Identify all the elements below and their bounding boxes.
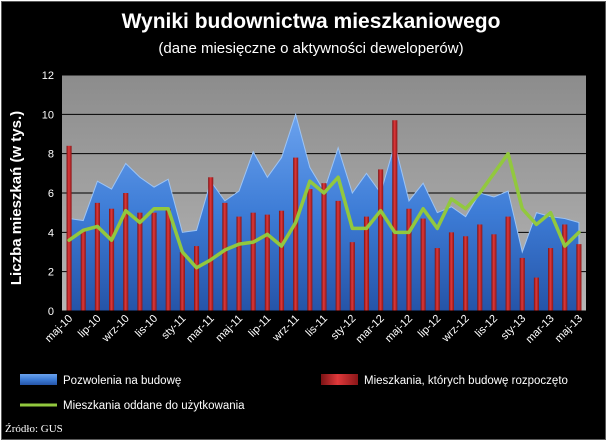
bar-sty-11	[179, 252, 185, 311]
bar-gru-12	[505, 216, 511, 311]
bar-wrz-11	[293, 157, 299, 311]
bar-series-rozpoczete	[66, 120, 582, 311]
x-tick-label-maj-13: maj-13	[553, 313, 585, 345]
bar-maj-11	[236, 216, 242, 311]
bar-kwi-11	[222, 202, 228, 311]
bar-mar-12	[378, 169, 384, 311]
bar-kwi-13	[562, 224, 568, 311]
chart-title: Wyniki budownictwa mieszkaniowego	[122, 10, 501, 33]
y-tick-label-2: 4	[48, 227, 54, 239]
legend-label-bar: Mieszkania, których budowę rozpoczęto	[364, 375, 568, 387]
x-tick-label-lis-12: lis-12	[473, 313, 500, 340]
bar-sie-11	[278, 210, 285, 311]
x-tick-label-wrz-11: wrz-11	[270, 313, 302, 345]
bar-maj-10	[66, 145, 72, 311]
bar-wrz-10	[123, 193, 129, 311]
bar-mar-13	[548, 248, 554, 311]
y-tick-label-0: 0	[48, 306, 54, 318]
source-note: Źródło: GUS	[5, 423, 63, 435]
bar-sie-12	[448, 232, 455, 311]
y-tick-label-3: 6	[48, 188, 54, 200]
y-axis-ticks: 0 2 4 6 8 10 12	[42, 70, 62, 318]
x-tick-label-mar-11: mar-11	[184, 313, 217, 346]
bar-maj-13	[576, 244, 582, 311]
bar-cze-10	[80, 230, 86, 311]
x-tick-label-maj-12: maj-12	[383, 313, 415, 345]
bar-lip-10	[94, 202, 100, 311]
y-tick-label-6: 12	[42, 70, 54, 82]
bar-lis-12	[491, 234, 497, 311]
bar-lis-10	[151, 212, 157, 311]
legend-swatch-bar	[321, 374, 358, 385]
bar-lut-11	[193, 246, 200, 311]
bar-paź-11	[307, 189, 313, 311]
legend-label-area: Pozwolenia na budowę	[63, 375, 181, 387]
bar-mar-11	[208, 177, 214, 311]
y-axis-label: Liczba mieszkań (w tys.)	[8, 111, 25, 285]
y-tick-label-1: 2	[48, 267, 54, 279]
bar-wrz-12	[463, 236, 469, 311]
y-tick-label-5: 10	[42, 109, 54, 121]
bar-maj-12	[406, 208, 412, 311]
bar-lis-11	[321, 183, 327, 311]
x-tick-label-wrz-12: wrz-12	[439, 313, 472, 346]
bar-sty-13	[519, 257, 525, 311]
x-tick-label-lis-11: lis-11	[304, 313, 331, 340]
legend: Pozwolenia na budowę Mieszkania, których…	[20, 374, 568, 412]
x-tick-label-lis-10: lis-10	[133, 313, 160, 340]
bar-sie-10	[109, 208, 115, 311]
bar-lut-13	[533, 277, 539, 311]
chart-subtitle: (dane miesięczne o aktywności deweloperó…	[158, 40, 463, 57]
y-tick-label-4: 8	[48, 149, 54, 161]
bar-cze-12	[420, 218, 426, 311]
bar-gru-11	[335, 200, 341, 311]
bar-paź-12	[477, 224, 483, 311]
line-oddane	[67, 151, 581, 270]
bar-gru-10	[165, 208, 171, 311]
bar-cze-11	[250, 212, 256, 311]
x-tick-label-mar-12: mar-12	[354, 313, 387, 346]
bar-paź-10	[137, 212, 143, 311]
bar-lip-12	[434, 248, 440, 311]
bar-lut-12	[363, 216, 370, 311]
bar-sty-12	[349, 242, 355, 311]
x-tick-label-wrz-10: wrz-10	[99, 313, 132, 346]
bar-lip-11	[264, 214, 270, 311]
x-tick-label-maj-11: maj-11	[213, 313, 245, 345]
bar-kwi-12	[392, 120, 398, 311]
legend-label-line: Mieszkania oddane do użytkowania	[63, 400, 245, 412]
line-series-oddane	[67, 151, 581, 270]
x-tick-label-mar-13: mar-13	[524, 313, 557, 346]
legend-swatch-area	[20, 374, 57, 385]
